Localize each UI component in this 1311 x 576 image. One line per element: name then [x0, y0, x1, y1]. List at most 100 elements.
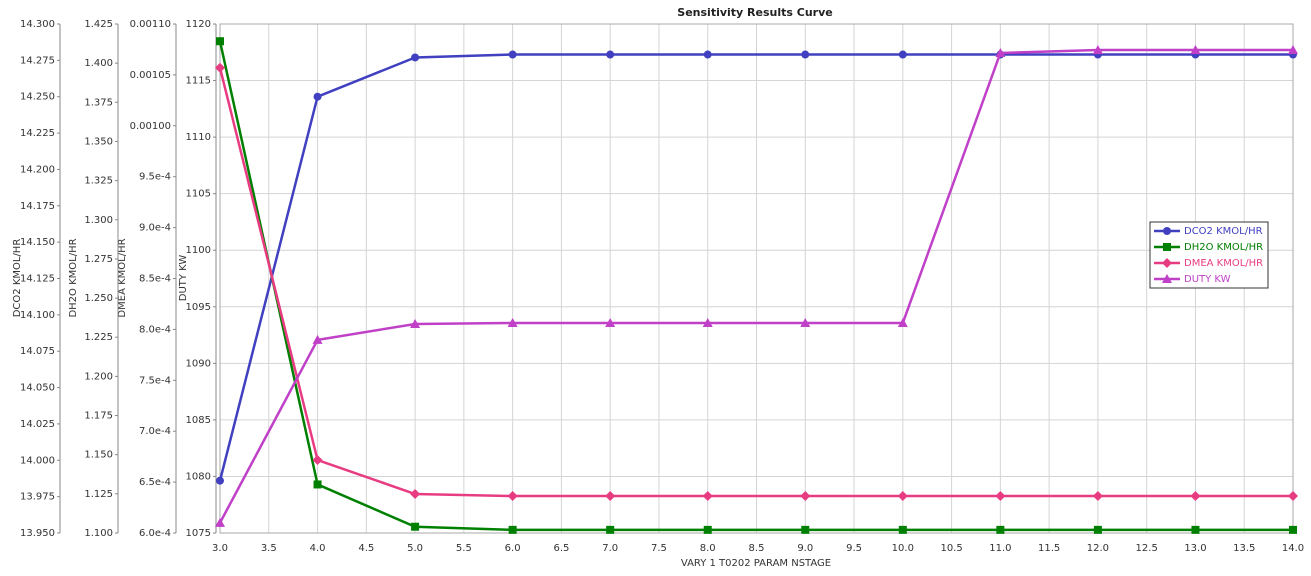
series-line — [218, 67, 1293, 498]
y-tick-label: 13.950 — [20, 528, 55, 539]
data-point — [1288, 491, 1298, 502]
y2-tick-label: 1.275 — [84, 254, 113, 265]
y2-tick-label: 1.200 — [84, 371, 113, 382]
data-point — [1092, 491, 1103, 502]
data-point — [605, 317, 616, 327]
x-tick-label: 14.0 — [1282, 543, 1304, 554]
x-tick-label: 6.0 — [505, 543, 521, 554]
data-point — [216, 37, 224, 46]
y-tick-label: 14.250 — [20, 92, 55, 103]
y-tick-label: 14.025 — [20, 419, 55, 430]
x-axis-title: VARY 1 T0202 PARAM NSTAGE — [681, 558, 831, 569]
data-point — [1190, 491, 1201, 502]
x-tick-label: 8.5 — [749, 543, 765, 554]
y3-axis-title: DMEA KMOL/HR — [117, 238, 128, 317]
x-tick-label: 4.5 — [358, 543, 374, 554]
x-tick-label: 3.0 — [212, 543, 228, 554]
y2-tick-label: 1.425 — [84, 19, 113, 30]
data-point — [800, 491, 811, 502]
x-tick-label: 7.0 — [602, 543, 618, 554]
y3-tick-label: 8.0e-4 — [139, 324, 171, 335]
y3-tick-label: 9.0e-4 — [139, 223, 171, 234]
legend-label: DCO2 KMOL/HR — [1184, 226, 1263, 237]
legend-marker — [1162, 274, 1172, 283]
y2-tick-label: 1.325 — [84, 176, 113, 187]
y4-axis-title: DUTY KW — [178, 255, 189, 302]
data-point — [702, 491, 713, 502]
y-tick-label: 14.075 — [20, 346, 55, 357]
data-point — [313, 92, 322, 101]
data-point — [1288, 45, 1298, 55]
y4-tick-label: 1110 — [186, 132, 211, 143]
y-tick-label: 14.175 — [20, 201, 55, 212]
data-point — [313, 480, 322, 489]
series-line — [218, 48, 1293, 524]
x-tick-label: 5.5 — [456, 543, 472, 554]
x-tick-label: 7.5 — [651, 543, 667, 554]
y-tick-label: 14.300 — [20, 19, 55, 30]
y4-tick-label: 1085 — [186, 415, 211, 426]
y2-tick-label: 1.150 — [84, 450, 113, 461]
x-tick-label: 12.5 — [1136, 543, 1158, 554]
data-point — [605, 491, 616, 502]
x-tick-label: 12.0 — [1087, 543, 1109, 554]
data-point — [508, 50, 517, 59]
data-point — [215, 517, 225, 527]
y-axis-title: DCO2 KMOL/HR — [12, 239, 23, 318]
y3-tick-label: 0.00105 — [130, 70, 171, 81]
y3-tick-label: 6.5e-4 — [139, 477, 171, 488]
data-point — [898, 50, 907, 59]
x-tick-label: 13.5 — [1233, 543, 1255, 554]
x-tick-label: 10.0 — [892, 543, 914, 554]
data-point — [312, 334, 323, 344]
y3-tick-label: 7.5e-4 — [139, 375, 171, 386]
data-point — [801, 50, 810, 59]
data-point — [410, 489, 421, 500]
data-point — [410, 318, 421, 328]
y4-tick-label: 1090 — [186, 358, 211, 369]
data-point — [606, 525, 615, 534]
y4-tick-label: 1120 — [186, 19, 211, 30]
y-tick-label: 14.225 — [20, 128, 55, 139]
x-tick-label: 6.5 — [553, 543, 569, 554]
series-line — [218, 53, 1293, 481]
legend-marker — [1163, 243, 1171, 251]
data-point — [411, 522, 420, 531]
x-tick-label: 3.5 — [261, 543, 277, 554]
data-point — [995, 47, 1006, 57]
y-tick-label: 14.000 — [20, 455, 55, 466]
data-point — [1191, 525, 1200, 534]
data-point — [215, 62, 225, 73]
plot-border — [219, 23, 1294, 534]
y3-tick-label: 0.00110 — [130, 19, 171, 30]
y-tick-label: 13.975 — [20, 492, 55, 503]
data-point — [216, 476, 224, 485]
x-tick-label: 8.0 — [700, 543, 716, 554]
data-point — [703, 50, 712, 59]
data-point — [1190, 45, 1201, 55]
data-point — [897, 491, 908, 502]
y-tick-label: 14.050 — [20, 383, 55, 394]
data-point — [1289, 525, 1297, 534]
y2-tick-label: 1.175 — [84, 411, 113, 422]
y2-tick-label: 1.250 — [84, 293, 113, 304]
legend-marker — [1162, 258, 1172, 268]
y2-tick-label: 1.300 — [84, 215, 113, 226]
legend-marker — [1163, 227, 1171, 235]
data-point — [898, 525, 907, 534]
y2-tick-label: 1.350 — [84, 136, 113, 147]
data-point — [606, 50, 615, 59]
y4-tick-label: 1095 — [186, 302, 211, 313]
data-point — [1092, 45, 1103, 55]
data-point — [507, 317, 518, 327]
y-tick-label: 14.125 — [20, 274, 55, 285]
legend-label: DH2O KMOL/HR — [1184, 242, 1263, 253]
chart-title: Sensitivity Results Curve — [677, 6, 832, 19]
y3-tick-label: 8.5e-4 — [139, 274, 171, 285]
y4-tick-label: 1080 — [186, 471, 211, 482]
data-point — [508, 525, 517, 534]
y2-tick-label: 1.225 — [84, 332, 113, 343]
y2-axis-title: DH2O KMOL/HR — [68, 238, 79, 317]
data-point — [1093, 525, 1102, 534]
